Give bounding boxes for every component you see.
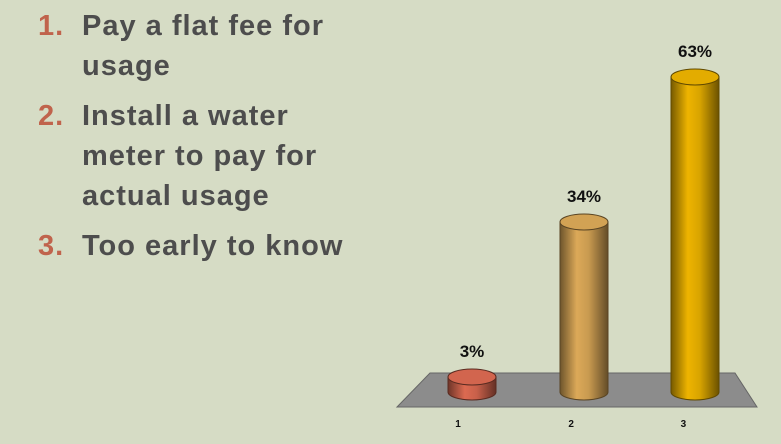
answer-text: Too early to know [82,230,344,262]
value-label: 63% [678,42,712,61]
answer-list: 1. Pay a flat fee for usage 2. Install a wa… [38,6,398,276]
answer-number: 2. [38,100,65,132]
bar [559,221,609,401]
answer-number: 1. [38,10,65,42]
value-label: 3% [460,342,485,361]
x-tick-label: 3 [681,419,687,430]
answer-text: Pay a flat fee for usage [82,10,325,82]
answer-text: Install a water meter to pay for actual … [82,100,318,212]
bar-top [447,368,497,386]
answer-item: 2. Install a water meter to pay for actua… [38,96,398,216]
answer-item: 3. Too early to know [38,226,398,266]
value-label: 34% [567,187,601,206]
bar [670,76,720,401]
bar-top [670,68,720,86]
x-tick-label: 2 [568,419,574,430]
answer-item: 1. Pay a flat fee for usage [38,6,398,86]
answer-number: 3. [38,230,65,262]
x-tick-label: 1 [455,419,461,430]
bar-top [559,213,609,231]
